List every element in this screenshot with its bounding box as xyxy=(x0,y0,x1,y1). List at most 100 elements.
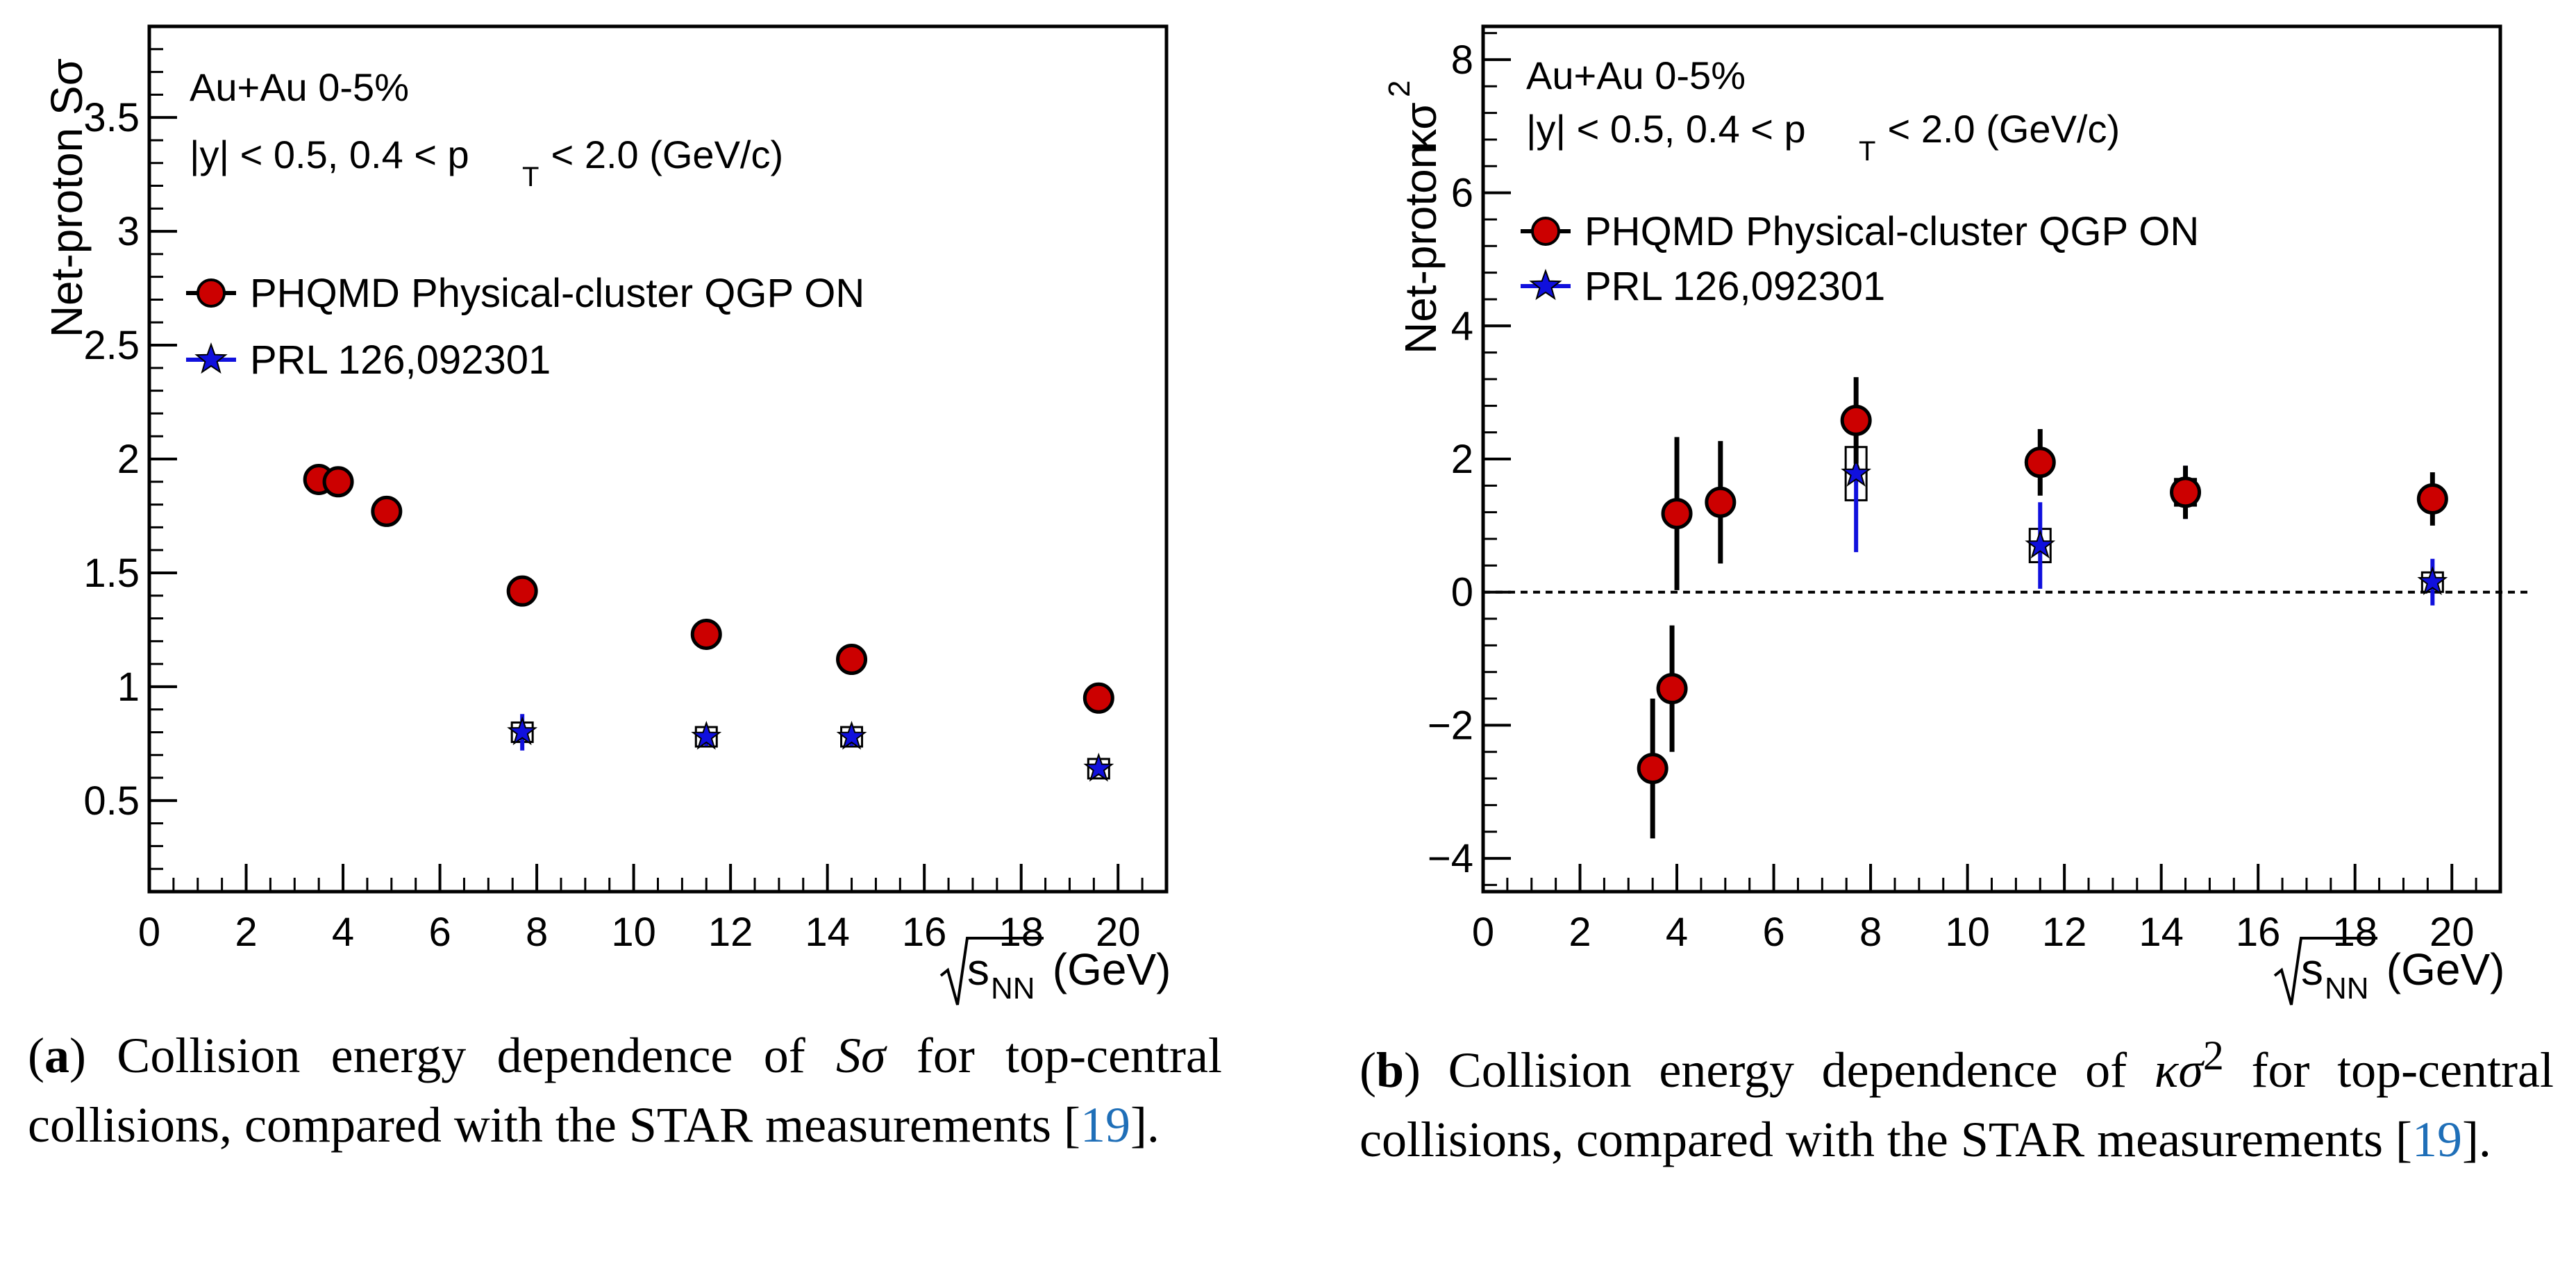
y-tick-label: 6 xyxy=(1451,171,1473,216)
y-tick-label: 3.5 xyxy=(83,95,140,140)
panel-b-annotation-system: Au+Au 0-5% xyxy=(1526,53,1746,97)
y-tick-label: 8 xyxy=(1451,37,1473,83)
phqmd-data-point xyxy=(1656,673,1688,705)
legend-circle-marker xyxy=(196,278,226,308)
caption-b-text-after: for top-central collisions, compared wit… xyxy=(1360,1042,2554,1167)
x-tick-label: 12 xyxy=(708,910,753,955)
panel-b-ylabel-main: Net-proton xyxy=(1396,144,1446,354)
panel-b-y-axis-label: Net-proton κσ 2 xyxy=(1382,81,1446,354)
star-data-point xyxy=(836,720,867,750)
x-tick-label: 2 xyxy=(1569,910,1591,955)
panel-a-cuts-suffix: < 2.0 (GeV/c) xyxy=(540,133,783,176)
x-tick-label: 0 xyxy=(138,910,160,955)
panel-b-ylabel-sup: 2 xyxy=(1382,81,1416,97)
panel-a-x-axis-label: s NN (GeV) xyxy=(939,937,1171,1006)
caption-a-ref-link[interactable]: 19 xyxy=(1080,1097,1130,1153)
panel-a-annotation-system: Au+Au 0-5% xyxy=(190,65,409,109)
star-data-point xyxy=(2025,529,2056,559)
y-tick-label: 1.5 xyxy=(83,551,140,596)
phqmd-data-point xyxy=(2024,447,2056,478)
panel-a-xlabel-sub: NN xyxy=(991,971,1035,1006)
caption-b-open: ( xyxy=(1360,1042,1376,1098)
x-tick-label: 20 xyxy=(1096,910,1141,955)
phqmd-data-point xyxy=(1661,498,1693,530)
y-tick-label: 0 xyxy=(1451,570,1473,615)
phqmd-data-point xyxy=(836,644,868,676)
panel-a-cuts-sub: T xyxy=(522,162,539,192)
x-tick-label: 2 xyxy=(235,910,257,955)
panel-b-cuts-prefix: |y| < 0.5, 0.4 < p xyxy=(1526,107,1806,151)
caption-a-end: ]. xyxy=(1130,1097,1160,1153)
x-tick-label: 6 xyxy=(428,910,451,955)
panel-b-cuts-suffix: < 2.0 (GeV/c) xyxy=(1877,107,2120,151)
x-tick-label: 4 xyxy=(332,910,354,955)
phqmd-data-point xyxy=(1082,682,1114,714)
legend-star-marker xyxy=(194,342,228,374)
panel-b-frame xyxy=(1481,24,2502,894)
panel-a-y-axis-label: Net-proton Sσ xyxy=(42,58,92,337)
phqmd-data-point xyxy=(690,618,722,650)
x-tick-label: 8 xyxy=(526,910,548,955)
caption-b-end: ]. xyxy=(2461,1112,2491,1167)
panel-a-frame xyxy=(147,24,1169,894)
legend-item-phqmd: PHQMD Physical-cluster QGP ON xyxy=(1521,209,2199,254)
y-tick-label: 4 xyxy=(1451,303,1473,349)
caption-a-text-before: Collision energy dependence of xyxy=(85,1028,837,1083)
x-tick-label: 18 xyxy=(2332,910,2377,955)
phqmd-data-point xyxy=(1705,486,1737,518)
caption-b-ref-link[interactable]: 19 xyxy=(2411,1112,2462,1167)
panel-b-chart: 0 2 4 6 8 10 12 14 16 18 20 −4 −2 0 2 4 6 8 Net-proton κσ… xyxy=(1382,24,2528,1006)
legend-label-phqmd: PHQMD Physical-cluster QGP ON xyxy=(250,271,864,316)
panel-a-xlabel-unit: (GeV) xyxy=(1040,944,1171,994)
caption-b-label: b xyxy=(1375,1042,1405,1098)
star-data-point xyxy=(1841,458,1872,487)
phqmd-data-point xyxy=(506,575,538,607)
x-tick-label: 4 xyxy=(1666,910,1688,955)
x-tick-label: 20 xyxy=(2429,910,2475,955)
legend-item-phqmd: PHQMD Physical-cluster QGP ON xyxy=(186,271,864,316)
y-tick-label: 1 xyxy=(117,665,140,710)
star-data-point xyxy=(2417,566,2448,595)
phqmd-data-point xyxy=(371,495,403,527)
x-tick-label: 16 xyxy=(902,910,947,955)
legend-label-phqmd: PHQMD Physical-cluster QGP ON xyxy=(1584,209,2199,254)
phqmd-data-point xyxy=(1637,753,1668,785)
star-data-point xyxy=(691,720,722,750)
panel-b-cuts-sub: T xyxy=(1859,136,1875,167)
panel-a-chart: 0 2 4 6 8 10 12 14 16 18 20 0.5 1 1.5 2 2.5 3 3.5 Net-pro… xyxy=(42,24,1171,1006)
panel-b-xlabel-sub: NN xyxy=(2325,971,2369,1006)
panel-b-annotation-cuts: |y| < 0.5, 0.4 < p T < 2.0 (GeV/c) xyxy=(1526,107,2120,167)
y-tick-label: 2 xyxy=(1451,437,1473,482)
phqmd-data-point xyxy=(2170,476,2202,508)
x-tick-label: 10 xyxy=(1945,910,1990,955)
phqmd-data-point xyxy=(1840,404,1872,436)
y-tick-label: −4 xyxy=(1428,836,1473,881)
x-tick-label: 0 xyxy=(1472,910,1494,955)
caption-b-text-before: Collision energy dependence of xyxy=(1421,1042,2155,1098)
caption-b-math: κσ xyxy=(2154,1042,2203,1098)
phqmd-data-point xyxy=(322,466,354,498)
caption-a-label: a xyxy=(44,1028,69,1083)
x-tick-label: 10 xyxy=(611,910,656,955)
legend-label-star: PRL 126,092301 xyxy=(250,337,551,383)
caption-a: (a) Collision energy dependence of Sσ fo… xyxy=(28,1021,1222,1160)
x-tick-label: 16 xyxy=(2236,910,2281,955)
caption-b: (b) Collision energy dependence of κσ2 f… xyxy=(1360,1021,2554,1174)
legend-label-star: PRL 126,092301 xyxy=(1584,264,1885,309)
y-tick-label: 2 xyxy=(117,437,140,482)
caption-b-close: ) xyxy=(1404,1042,1421,1098)
y-tick-label: 0.5 xyxy=(83,778,140,824)
caption-a-text-after: for top-central collisions, compared wit… xyxy=(28,1028,1222,1153)
legend-circle-marker xyxy=(1531,217,1560,246)
y-tick-label: 3 xyxy=(117,209,140,254)
panel-a-cuts-prefix: |y| < 0.5, 0.4 < p xyxy=(190,133,469,176)
caption-b-math-sup: 2 xyxy=(2202,1033,2224,1078)
caption-a-open: ( xyxy=(28,1028,44,1083)
caption-a-math: Sσ xyxy=(836,1028,886,1083)
legend-item-star: PRL 126,092301 xyxy=(1521,264,1885,309)
panel-a-xlabel-s: s xyxy=(967,944,989,994)
legend-star-marker xyxy=(1529,269,1562,301)
panel-b-x-axis-label: s NN (GeV) xyxy=(2273,937,2504,1006)
panel-a-legend: PHQMD Physical-cluster QGP ON PRL 126,09… xyxy=(186,271,864,383)
